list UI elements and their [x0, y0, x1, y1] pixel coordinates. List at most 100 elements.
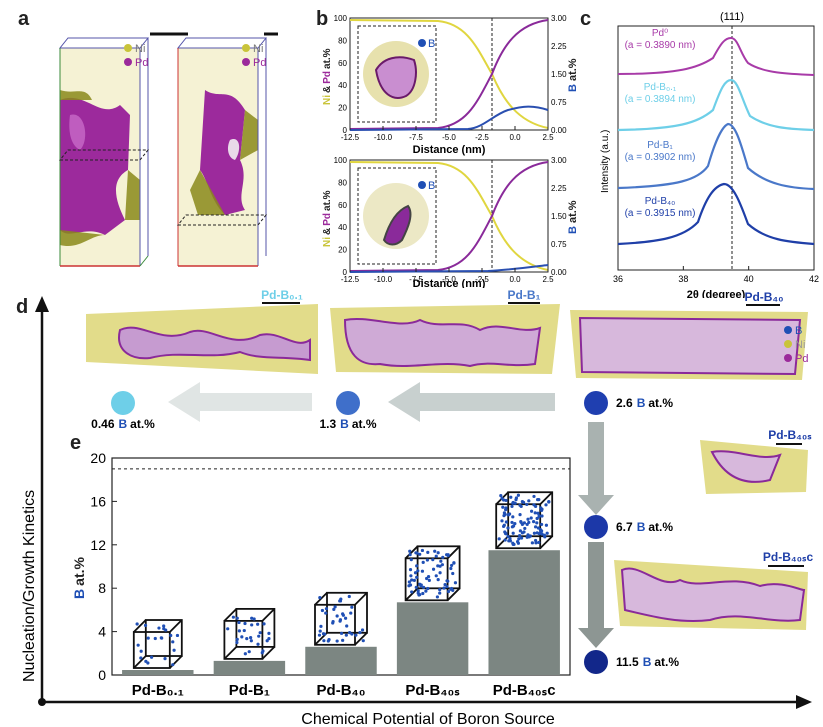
svg-text:Pd: Pd	[253, 57, 266, 69]
bar	[213, 660, 286, 675]
reconstruction-pd-b40s	[700, 440, 808, 494]
left-tick-label: 60	[338, 59, 347, 68]
profile-plot-bottom: B	[349, 159, 549, 273]
left-tick-label: 0	[343, 126, 348, 135]
x-tick-label: -10.0	[374, 133, 393, 142]
curve-lattice: (a = 0.3915 nm)	[625, 208, 696, 219]
label-pd-b40s: Pd-B₄₀ₛ	[768, 428, 812, 442]
right-tick-label: 0.75	[551, 240, 567, 249]
svg-text:Ni: Ni	[795, 339, 805, 351]
arrow-down-2	[578, 542, 614, 648]
svg-text:Ni: Ni	[135, 43, 145, 55]
atom-probe-box-2	[176, 37, 268, 267]
peak-label: (111)	[720, 11, 744, 23]
panel-b-profiles: B B -12.5 -10.0 -7.5 -5.0 -2.5 0.0 2.5 0 20 40 60 8…	[322, 14, 579, 288]
panel-d-e: Pd-B₀.₁ Pd-B₁ Pd-B₄₀ Pd-B₄₀ₛ Pd-B₄₀ₛc B …	[21, 290, 813, 727]
right-tick-label: 2.25	[551, 184, 567, 193]
right-tick-label: 2.25	[551, 42, 567, 51]
right-ylabel-top: Bat.%	[567, 58, 579, 92]
panel-letter-a: a	[18, 8, 30, 30]
y-tick-label: 0	[98, 667, 106, 683]
profile-plot-top: B	[349, 17, 549, 131]
reconstruction-pd-b1	[330, 304, 560, 374]
xrd-tick: 42	[809, 274, 819, 284]
panel-letter-c: c	[580, 8, 592, 30]
xlabel-bottom: Distance (nm)	[413, 278, 486, 288]
y-tick-label: 12	[90, 537, 106, 553]
bar	[396, 602, 469, 675]
curve-name: Pd-B₄₀	[645, 196, 675, 207]
left-tick-label: 100	[334, 156, 348, 165]
svg-text:Pd: Pd	[795, 353, 808, 365]
label-pd-b0-1: Pd-B₀.₁	[261, 290, 303, 302]
left-tick-label: 100	[334, 14, 348, 23]
curve-name: Pd-B₀.₁	[644, 82, 677, 93]
x-tick-label: -7.5	[409, 133, 423, 142]
x-tick-label: 0.0	[509, 275, 521, 284]
xrd-xlabel: 2θ (degree)	[687, 289, 746, 298]
left-ylabel-bottom: Ni&Pdat.%	[322, 190, 333, 247]
x-tick-label: -5.0	[442, 133, 456, 142]
left-tick-label: 20	[338, 246, 347, 255]
curve-name: Pd⁰	[652, 28, 668, 39]
right-tick-label: 1.50	[551, 70, 567, 79]
left-tick-label: 0	[343, 268, 348, 277]
label-pd-b40: Pd-B₄₀	[744, 290, 783, 304]
xrd-curve-labels: Pd⁰(a = 0.3890 nm) Pd-B₀.₁(a = 0.3894 nm)…	[625, 28, 696, 219]
y-tick-label: 4	[98, 624, 106, 640]
right-tick-label: 3.00	[551, 156, 567, 165]
legend-ni-1: Ni	[124, 43, 145, 55]
panel-e-bar-chart: Bat.% 0 4 8 12 16 20 Pd-B₀.₁ Pd-B₁ Pd-B₄₀ Pd-B₄₀ₛ…	[71, 450, 571, 699]
bar-ylabel: Bat.%	[71, 556, 87, 598]
left-tick-label: 40	[338, 81, 347, 90]
arrow-left-2	[388, 382, 555, 422]
arrow-left-1	[168, 382, 312, 422]
x-tick-label: -12.5	[341, 133, 360, 142]
atom-cube	[495, 491, 554, 550]
x-tick-label: -10.0	[374, 275, 393, 284]
arrow-down-1	[578, 422, 614, 515]
panel-letter-e: e	[70, 432, 82, 454]
right-tick-label: 1.50	[551, 212, 567, 221]
reconstruction-pd-b0-1	[86, 304, 318, 374]
xrd-tick: 38	[678, 274, 688, 284]
label-pd-b1: Pd-B₁	[508, 290, 541, 302]
y-tick-label: 16	[90, 493, 106, 509]
right-tick-label: 0.00	[551, 268, 567, 277]
x-tick-label: -2.5	[475, 133, 489, 142]
bar	[122, 670, 194, 675]
xlabel-top: Distance (nm)	[413, 144, 486, 156]
reconstruction-pd-b40	[570, 310, 808, 380]
right-tick-label: 0.00	[551, 126, 567, 135]
svg-text:B: B	[795, 325, 802, 337]
bar	[305, 646, 377, 675]
x-tick-label: 2.5	[542, 275, 554, 284]
panel-letter-b: b	[316, 8, 329, 30]
reconstruction-pd-b40sc	[614, 560, 808, 630]
curve-lattice: (a = 0.3890 nm)	[625, 40, 696, 51]
right-tick-label: 3.00	[551, 14, 567, 23]
y-tick-label: 8	[98, 580, 106, 596]
bar-category-label: Pd-B₄₀ₛc	[493, 682, 556, 699]
legend-b-top: B	[428, 38, 435, 50]
svg-text:Ni: Ni	[253, 43, 263, 55]
panel-c-xrd: (111) Pd⁰(a = 0.3890 nm) Pd-B₀.₁(a = 0.38…	[600, 11, 819, 298]
xrd-tick: 36	[613, 274, 623, 284]
atom-cube	[132, 619, 183, 669]
bar	[488, 550, 560, 675]
left-ylabel-top: Ni&Pdat.%	[322, 48, 333, 105]
element-legend: B Ni Pd	[784, 325, 808, 365]
right-ylabel-bottom: Bat.%	[567, 200, 579, 234]
x-tick-label: -5.0	[442, 275, 456, 284]
curve-lattice: (a = 0.3902 nm)	[625, 152, 696, 163]
y-tick-label: 20	[90, 450, 106, 466]
